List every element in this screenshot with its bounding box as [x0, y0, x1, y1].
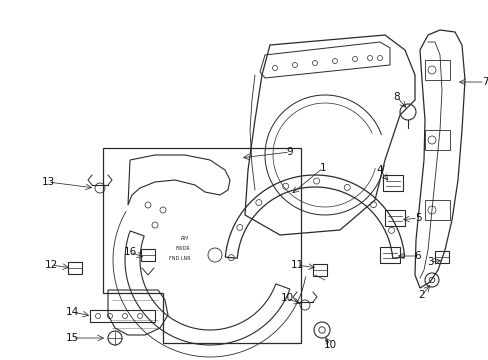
Text: 14: 14	[65, 307, 79, 317]
Bar	[424, 200, 449, 220]
Bar	[424, 60, 449, 80]
Text: 15: 15	[65, 333, 79, 343]
Text: 5: 5	[414, 213, 421, 223]
Text: 10: 10	[323, 340, 336, 350]
Bar	[312, 264, 326, 276]
Bar	[90, 310, 155, 322]
Text: 16: 16	[123, 247, 136, 257]
Text: FWDR: FWDR	[175, 246, 190, 251]
Text: 6: 6	[414, 251, 421, 261]
Bar	[434, 251, 448, 263]
Bar	[68, 262, 82, 274]
Text: 8: 8	[393, 92, 400, 102]
Text: FND LNR: FND LNR	[169, 256, 190, 261]
Text: 13: 13	[41, 177, 55, 187]
Text: 10: 10	[280, 293, 293, 303]
Text: 12: 12	[44, 260, 58, 270]
Text: 4: 4	[376, 165, 383, 175]
Text: 7: 7	[481, 77, 488, 87]
Text: RH: RH	[181, 236, 189, 241]
Bar	[424, 130, 449, 150]
Bar	[379, 247, 399, 263]
Text: 1: 1	[319, 163, 325, 173]
Text: 11: 11	[290, 260, 303, 270]
Bar	[382, 175, 402, 191]
Text: 2: 2	[418, 290, 425, 300]
Text: 3: 3	[426, 257, 432, 267]
Bar	[141, 249, 155, 261]
Text: 9: 9	[286, 147, 293, 157]
Bar	[384, 210, 404, 226]
